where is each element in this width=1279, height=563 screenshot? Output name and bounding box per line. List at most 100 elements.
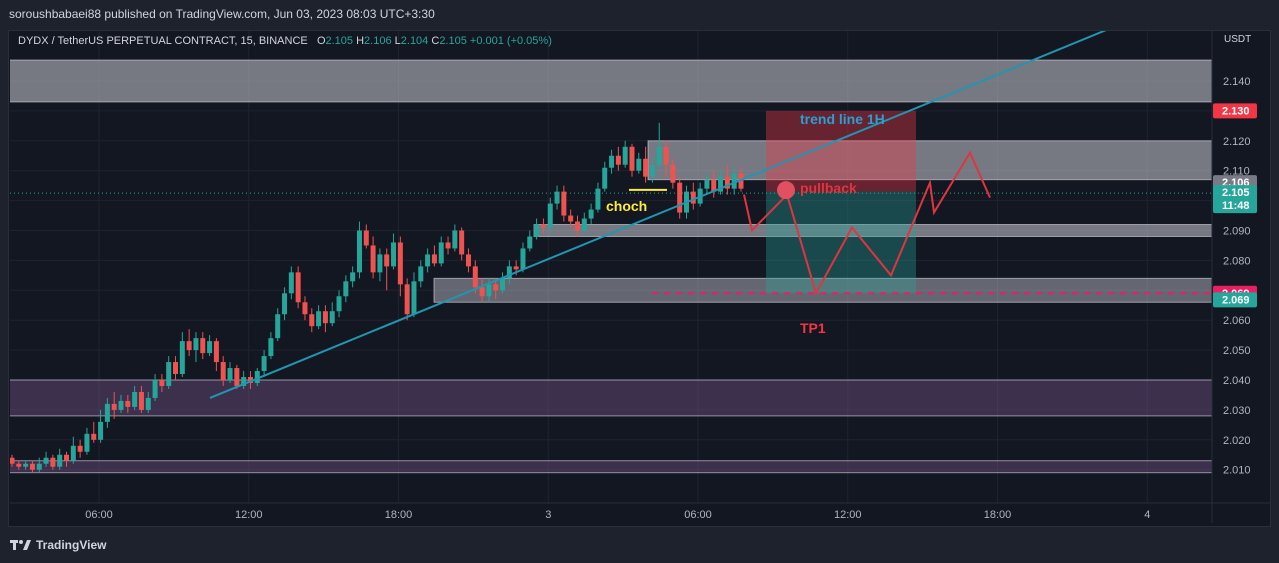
candle-body bbox=[200, 338, 206, 354]
candle-body bbox=[452, 230, 458, 249]
candle-body bbox=[288, 272, 294, 294]
candle-body bbox=[384, 254, 390, 267]
candle-body bbox=[649, 164, 655, 177]
candle-body bbox=[391, 242, 397, 267]
y-tick-label: 2.090 bbox=[1223, 226, 1251, 238]
change-value: +0.001 (+0.05%) bbox=[469, 35, 552, 47]
y-tick-label: 2.060 bbox=[1223, 315, 1251, 327]
x-tick-label: 06:00 bbox=[85, 509, 113, 521]
candle-body bbox=[241, 377, 247, 386]
candle-body bbox=[173, 362, 179, 375]
candle-body bbox=[738, 173, 744, 189]
y-tick-label: 2.120 bbox=[1223, 136, 1251, 148]
candle-body bbox=[36, 463, 42, 470]
candle-body bbox=[438, 242, 444, 264]
tradingview-brand: TradingView bbox=[36, 538, 107, 552]
zone-mid-support bbox=[533, 224, 1212, 237]
candle-body bbox=[506, 266, 512, 279]
open-label: O bbox=[316, 35, 326, 47]
candle-body bbox=[50, 457, 56, 467]
tradingview-icon bbox=[10, 540, 31, 550]
candle-body bbox=[166, 362, 172, 386]
y-tick-label: 2.040 bbox=[1223, 375, 1251, 387]
candle-body bbox=[234, 368, 240, 386]
candle-body bbox=[622, 146, 628, 165]
candle-body bbox=[370, 245, 376, 273]
publish-info: soroushbabaei88 published on TradingView… bbox=[9, 7, 435, 21]
candle-body bbox=[282, 293, 288, 315]
zone-mid-resistance bbox=[647, 140, 1212, 181]
candle-body bbox=[145, 397, 151, 410]
y-tick-label: 2.080 bbox=[1223, 255, 1251, 267]
candle-body bbox=[43, 457, 49, 464]
candle-body bbox=[377, 254, 383, 273]
candle-body bbox=[98, 421, 104, 440]
candle-body bbox=[207, 341, 213, 354]
candle-body bbox=[574, 221, 580, 231]
candle-body bbox=[554, 191, 560, 204]
candle-body bbox=[568, 215, 574, 222]
close-label: C bbox=[431, 35, 440, 47]
candle-body bbox=[302, 302, 308, 315]
candle-body bbox=[534, 224, 540, 237]
candle-body bbox=[540, 224, 546, 228]
price-badge-label: 2.069 bbox=[1222, 294, 1250, 306]
candle-body bbox=[670, 164, 676, 183]
chart-canvas[interactable]: trend line 1H pullback choch TP1 2.140 2.120 2… bbox=[0, 0, 1279, 527]
take-profit-zone bbox=[766, 191, 916, 294]
candle-body bbox=[179, 341, 185, 375]
candle-body bbox=[138, 391, 144, 410]
candle-body bbox=[132, 391, 138, 407]
tradingview-logo[interactable]: TradingView bbox=[10, 538, 106, 552]
y-tick-label: 2.020 bbox=[1223, 435, 1251, 447]
header-bar: soroushbabaei88 published on TradingView… bbox=[0, 0, 1279, 30]
x-tick-label: 12:00 bbox=[834, 509, 862, 521]
candle-body bbox=[479, 287, 485, 297]
pullback-label: pullback bbox=[800, 180, 857, 196]
candle-body bbox=[111, 403, 117, 410]
candle-body bbox=[404, 284, 410, 315]
candle-body bbox=[275, 314, 281, 339]
candle-body bbox=[77, 445, 83, 452]
candle-body bbox=[322, 311, 328, 324]
candle-body bbox=[336, 296, 342, 312]
trend-line bbox=[209, 31, 1107, 399]
candle-body bbox=[350, 272, 356, 282]
candle-body bbox=[459, 230, 465, 255]
zone-top-supply bbox=[10, 59, 1212, 103]
choch-label: choch bbox=[606, 198, 647, 214]
price-badge-label: 2.105 bbox=[1222, 187, 1250, 199]
pullback-marker bbox=[777, 181, 795, 200]
candle-body bbox=[213, 341, 219, 363]
low-value: 2.104 bbox=[400, 35, 429, 47]
candle-body bbox=[227, 368, 233, 380]
candle-body bbox=[254, 371, 260, 383]
candle-body bbox=[343, 281, 349, 297]
candle-body bbox=[609, 155, 615, 168]
symbol-name: DYDX / TetherUS PERPETUAL CONTRACT, 15, … bbox=[18, 35, 308, 47]
price-badge bbox=[1213, 185, 1257, 214]
price-badge-label: 2.130 bbox=[1222, 105, 1250, 117]
zone-bottom-demand bbox=[10, 379, 1212, 417]
candle-body bbox=[615, 155, 621, 165]
candle-body bbox=[397, 242, 403, 285]
candle-body bbox=[643, 158, 649, 177]
candle-body bbox=[425, 254, 431, 267]
candle-body bbox=[363, 230, 369, 246]
countdown-label: 11:48 bbox=[1222, 200, 1250, 212]
candle-body bbox=[316, 311, 322, 327]
candle-body bbox=[431, 254, 437, 264]
candle-body bbox=[23, 463, 29, 467]
candle-body bbox=[656, 146, 662, 165]
low-label: L bbox=[394, 35, 401, 47]
candle-body bbox=[57, 454, 63, 467]
footer-bar bbox=[0, 527, 1279, 563]
candle-body bbox=[472, 266, 478, 288]
x-tick-label: 4 bbox=[1144, 509, 1150, 521]
candle-body bbox=[493, 284, 499, 291]
y-tick-label: 2.010 bbox=[1223, 465, 1251, 477]
candle-body bbox=[547, 203, 553, 228]
candle-body bbox=[329, 311, 335, 324]
candle-body bbox=[445, 242, 451, 249]
candle-body bbox=[636, 158, 642, 171]
